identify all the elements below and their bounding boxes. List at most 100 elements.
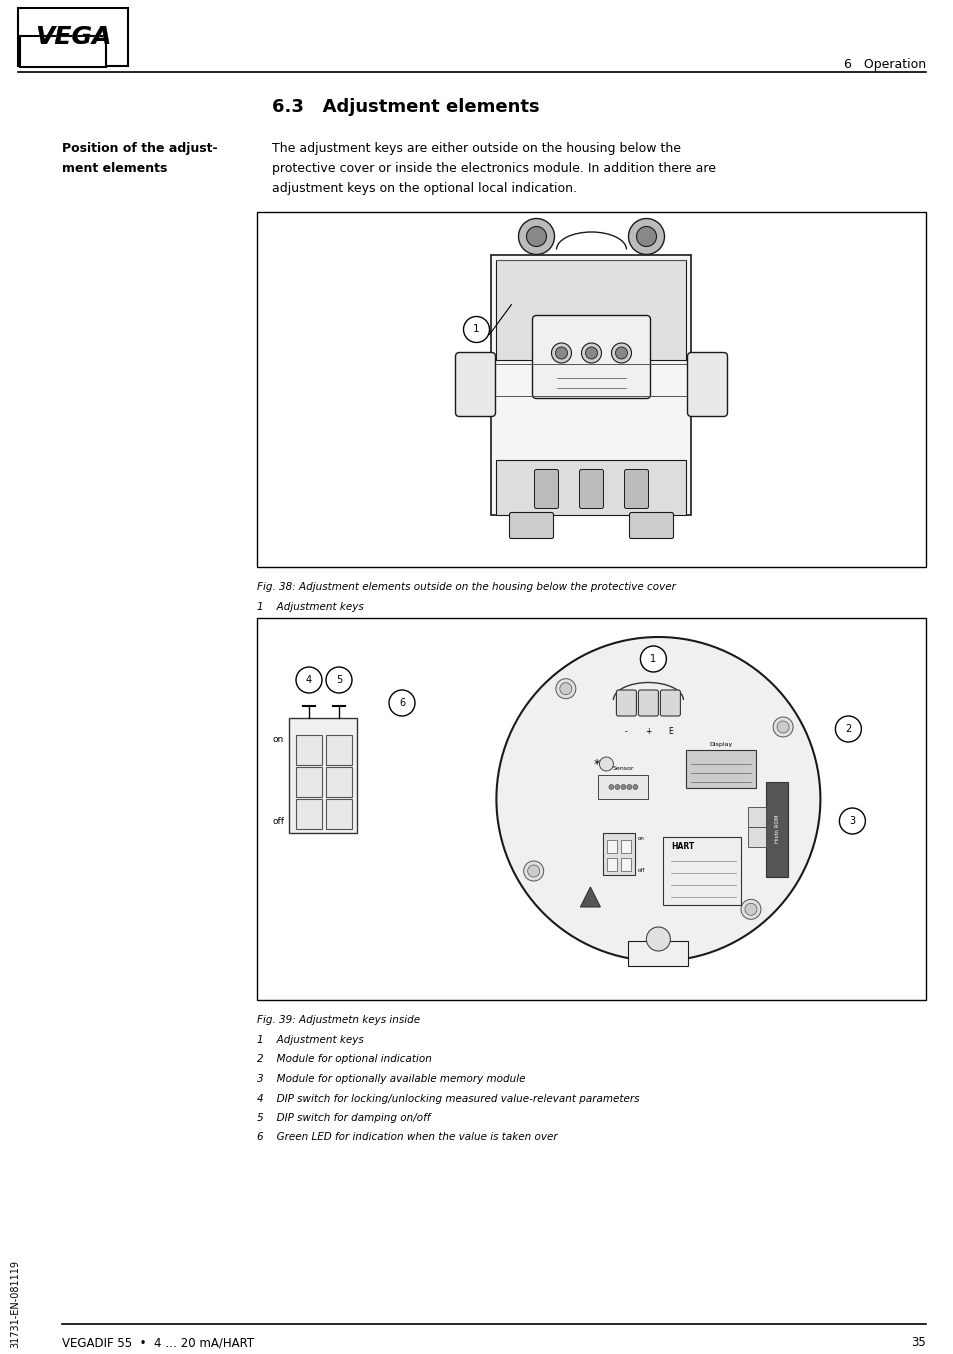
Circle shape bbox=[496, 636, 820, 961]
Circle shape bbox=[585, 347, 597, 359]
FancyBboxPatch shape bbox=[295, 766, 322, 798]
Text: 5: 5 bbox=[335, 676, 342, 685]
Circle shape bbox=[556, 678, 576, 699]
FancyBboxPatch shape bbox=[687, 352, 727, 417]
FancyBboxPatch shape bbox=[326, 799, 352, 829]
FancyBboxPatch shape bbox=[289, 718, 356, 833]
FancyBboxPatch shape bbox=[496, 260, 686, 360]
FancyBboxPatch shape bbox=[578, 470, 603, 509]
Circle shape bbox=[639, 646, 666, 672]
Circle shape bbox=[839, 808, 864, 834]
Circle shape bbox=[626, 784, 631, 789]
FancyBboxPatch shape bbox=[534, 470, 558, 509]
Bar bbox=[628, 956, 688, 991]
Text: 4: 4 bbox=[306, 676, 312, 685]
FancyBboxPatch shape bbox=[326, 735, 352, 765]
Text: The adjustment keys are either outside on the housing below the: The adjustment keys are either outside o… bbox=[272, 142, 680, 154]
FancyBboxPatch shape bbox=[295, 799, 322, 829]
Bar bbox=[256, 213, 925, 567]
FancyBboxPatch shape bbox=[629, 513, 673, 539]
Text: 1: 1 bbox=[473, 325, 479, 334]
Circle shape bbox=[526, 226, 546, 246]
Circle shape bbox=[326, 668, 352, 693]
Circle shape bbox=[835, 716, 861, 742]
Text: off: off bbox=[272, 816, 284, 826]
Text: VEGA: VEGA bbox=[34, 24, 112, 49]
Circle shape bbox=[523, 861, 543, 881]
FancyBboxPatch shape bbox=[620, 858, 631, 871]
Text: 31731-EN-081119: 31731-EN-081119 bbox=[10, 1261, 20, 1349]
Text: Position of the adjust-: Position of the adjust- bbox=[62, 142, 217, 154]
FancyBboxPatch shape bbox=[620, 839, 631, 853]
FancyBboxPatch shape bbox=[602, 833, 635, 875]
Text: HART: HART bbox=[671, 842, 694, 852]
Text: on: on bbox=[637, 835, 643, 841]
FancyBboxPatch shape bbox=[455, 352, 495, 417]
Circle shape bbox=[632, 784, 638, 789]
Circle shape bbox=[611, 343, 631, 363]
FancyBboxPatch shape bbox=[18, 8, 128, 66]
Circle shape bbox=[551, 343, 571, 363]
FancyBboxPatch shape bbox=[659, 691, 679, 716]
Circle shape bbox=[555, 347, 567, 359]
Circle shape bbox=[581, 343, 601, 363]
Circle shape bbox=[295, 668, 322, 693]
Text: Fig. 38: Adjustment elements outside on the housing below the protective cover: Fig. 38: Adjustment elements outside on … bbox=[256, 582, 675, 592]
Text: on: on bbox=[273, 735, 284, 745]
Text: Histo ROM: Histo ROM bbox=[774, 815, 780, 844]
Text: 1: 1 bbox=[650, 654, 656, 663]
Circle shape bbox=[615, 784, 619, 789]
Circle shape bbox=[518, 218, 554, 255]
FancyBboxPatch shape bbox=[685, 750, 756, 788]
FancyBboxPatch shape bbox=[765, 781, 787, 876]
Text: VEGA: VEGA bbox=[23, 38, 103, 65]
Circle shape bbox=[646, 927, 670, 951]
FancyBboxPatch shape bbox=[532, 315, 650, 398]
Circle shape bbox=[744, 903, 756, 915]
Text: protective cover or inside the electronics module. In addition there are: protective cover or inside the electroni… bbox=[272, 162, 716, 175]
Polygon shape bbox=[579, 887, 599, 907]
FancyBboxPatch shape bbox=[638, 691, 658, 716]
Text: 6.3   Adjustment elements: 6.3 Adjustment elements bbox=[272, 97, 539, 116]
Text: VEGA: VEGA bbox=[34, 24, 112, 49]
Text: -: - bbox=[624, 727, 627, 737]
Text: Fig. 39: Adjustmetn keys inside: Fig. 39: Adjustmetn keys inside bbox=[256, 1016, 419, 1025]
Text: +: + bbox=[644, 727, 651, 737]
Text: 6    Green LED for indication when the value is taken over: 6 Green LED for indication when the valu… bbox=[256, 1132, 558, 1143]
Text: VEGADIF 55  •  4 … 20 mA/HART: VEGADIF 55 • 4 … 20 mA/HART bbox=[62, 1336, 253, 1349]
Text: *: * bbox=[593, 757, 598, 770]
Circle shape bbox=[772, 718, 792, 737]
Text: VEGA: VEGA bbox=[23, 38, 103, 65]
FancyBboxPatch shape bbox=[598, 774, 648, 799]
Text: E: E bbox=[667, 727, 672, 737]
FancyBboxPatch shape bbox=[326, 766, 352, 798]
Text: ment elements: ment elements bbox=[62, 162, 167, 175]
FancyBboxPatch shape bbox=[607, 839, 617, 853]
Text: 35: 35 bbox=[910, 1336, 925, 1349]
Circle shape bbox=[615, 347, 627, 359]
Text: off: off bbox=[637, 868, 644, 872]
Text: Sensor: Sensor bbox=[612, 766, 634, 770]
Circle shape bbox=[463, 317, 489, 343]
FancyBboxPatch shape bbox=[747, 827, 765, 848]
FancyBboxPatch shape bbox=[616, 691, 636, 716]
FancyBboxPatch shape bbox=[607, 858, 617, 871]
Circle shape bbox=[740, 899, 760, 919]
Text: 5    DIP switch for damping on/off: 5 DIP switch for damping on/off bbox=[256, 1113, 430, 1122]
FancyBboxPatch shape bbox=[624, 470, 648, 509]
Text: 4    DIP switch for locking/unlocking measured value-relevant parameters: 4 DIP switch for locking/unlocking measu… bbox=[256, 1094, 639, 1104]
Text: 1    Adjustment keys: 1 Adjustment keys bbox=[256, 603, 363, 612]
Text: 2: 2 bbox=[844, 724, 851, 734]
Bar bbox=[256, 617, 925, 1001]
Text: VEGA: VEGA bbox=[34, 24, 112, 49]
Text: 2    Module for optional indication: 2 Module for optional indication bbox=[256, 1055, 432, 1064]
Circle shape bbox=[527, 865, 539, 877]
Circle shape bbox=[628, 218, 664, 255]
Text: 1    Adjustment keys: 1 Adjustment keys bbox=[256, 1034, 363, 1045]
FancyBboxPatch shape bbox=[509, 513, 553, 539]
Text: Display: Display bbox=[709, 742, 732, 747]
FancyBboxPatch shape bbox=[295, 735, 322, 765]
Circle shape bbox=[598, 757, 613, 770]
Text: 6   Operation: 6 Operation bbox=[843, 58, 925, 70]
Text: 6: 6 bbox=[398, 699, 405, 708]
